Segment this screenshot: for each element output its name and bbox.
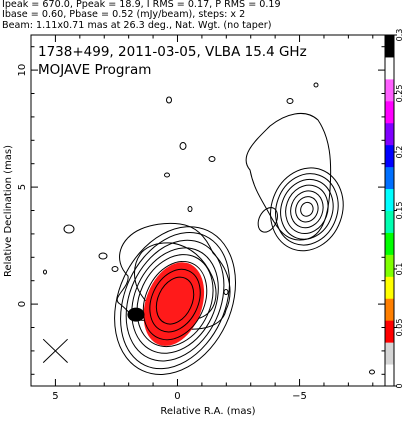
jet-contour [290,190,324,229]
colorbar-segment [385,210,394,233]
colorbar-label: 0.15 [395,202,404,220]
blob-contour [164,172,170,178]
core-contour [125,239,225,362]
contour-lines [42,167,344,375]
colorbar-segment [385,320,394,343]
colorbar-label: 0.3 [395,29,404,42]
jet-contour [280,178,334,240]
colorbar-label: 0 [395,383,404,388]
x-tick-label: −5 [292,391,307,402]
core-contour [120,232,231,370]
colorbar-segment [385,364,394,387]
outer-contour-jet [245,112,332,241]
colorbar-segment [385,276,394,299]
x-tick-label: 0 [174,391,180,402]
colorbar-label: 0.25 [395,85,404,103]
colorbar-segment [385,298,394,321]
axes: 5 0 −5 0 5 10 [17,35,385,402]
blob-contour [98,252,108,260]
core-contour [114,226,236,375]
core-contour [142,260,208,341]
colorbar: 0.3 0.25 0.2 0.15 0.1 0.05 0 [384,29,404,389]
y-tick-label: 10 [17,64,28,77]
x-axis-label: Relative R.A. (mas) [160,406,255,417]
colorbar-label: 0.1 [395,263,404,276]
jet-contour [275,173,339,246]
colorbar-segment [385,78,394,102]
colorbar-segment [385,232,394,255]
core-contour [155,276,195,325]
blob-contour [369,369,375,375]
colorbar-segment [385,35,394,58]
map-header: Ipeak = 670.0, Ppeak = 18.9, I RMS = 0.1… [2,0,406,31]
jet-contour [300,201,314,217]
colorbar-segment [385,342,394,365]
blob-contour [187,206,193,212]
header-line-1: Ipeak = 670.0, Ppeak = 18.9, I RMS = 0.1… [2,0,281,10]
core-contour [136,254,214,348]
map-title: 1738+499, 2011-03-05, VLBA 15.4 GHz [38,44,307,60]
core-contour [131,247,219,354]
colorbar-segment [385,144,394,168]
outer-contour-core [116,222,231,330]
beam-ellipse [257,207,278,233]
map-subtitle: MOJAVE Program [38,62,151,78]
blob-contour [166,96,172,104]
jet-contour [295,196,319,223]
colorbar-label: 0.2 [395,146,404,159]
blob-contour [179,142,187,150]
y-tick-label: 0 [17,301,28,307]
colorbar-segment [385,254,394,277]
header-line-3: Beam: 1.11x0.71 mas at 26.3 deg., Nat. W… [2,19,272,31]
blob-contour [43,269,47,275]
x-tick-label: 5 [52,391,58,402]
y-axis-label: Relative Declination (mas) [3,145,14,277]
header-line-2: Ibase = 0.60, Pbase = 0.52 (mJy/beam), s… [2,9,246,21]
colorbar-segment [385,56,394,80]
y-tick-label: 5 [17,184,28,190]
blob-contour [313,82,319,88]
jet-contour [270,167,344,252]
colorbar-segment [385,166,394,190]
polarization-black [127,307,145,322]
evpa-scale-line [42,338,68,363]
blob-contour [208,156,216,162]
blob-contour [286,98,294,104]
jet-contour [285,184,329,234]
colorbar-segment [385,188,394,211]
colorbar-segment [385,122,394,146]
core-contour [149,268,201,333]
colorbar-label: 0.05 [395,319,404,337]
colorbar-segment [385,100,394,124]
blob-contour [111,266,119,272]
plot-frame [30,34,386,387]
blob-contour [63,224,75,234]
